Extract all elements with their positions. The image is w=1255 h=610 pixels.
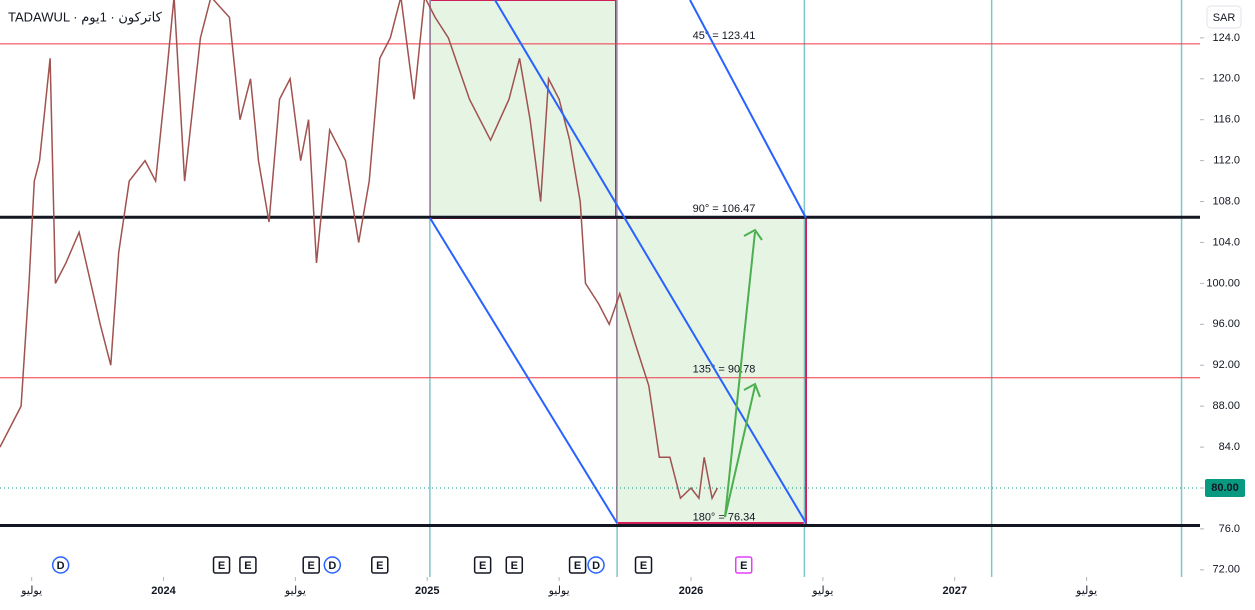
arrow [724,228,763,518]
x-tick-label: 2027 [942,585,966,597]
event-badge [239,556,257,574]
event-label: D [328,560,336,572]
y-tick-label: 88.00 [1212,400,1240,412]
level-label: 45° = 123.41 [693,30,756,42]
event-label: E [511,560,518,572]
arrow [724,382,761,518]
event-marker[interactable]: D [323,556,342,574]
event-marker[interactable]: E [371,556,389,574]
y-tick-label: 124.0 [1212,32,1240,44]
event-marker[interactable]: E [568,556,587,574]
event-badge [473,556,492,574]
trend-line [429,217,618,524]
event-marker[interactable]: E [239,556,257,574]
event-badge [51,556,70,574]
current-price-badge [1205,478,1245,497]
event-badge [568,556,587,574]
y-tick-label: 116.0 [1213,114,1240,126]
price-axis [1200,0,1255,605]
chart-title: TADAWUL · كاتركون · 1يوم [8,9,163,25]
gann-box [616,217,807,524]
y-tick-label: 72.00 [1212,564,1240,576]
event-badge [634,556,653,574]
event-marker[interactable]: D [51,556,70,574]
x-tick-label: يوليو [284,585,306,597]
event-marker[interactable]: E [302,556,320,574]
event-label: D [592,560,600,572]
event-label: E [218,560,225,572]
y-tick-label: 96.00 [1212,318,1240,330]
event-badge [371,556,389,574]
event-label: E [574,560,581,572]
event-label: E [740,560,747,572]
event-marker[interactable]: E [212,556,231,574]
current-price-label: 80.00 [1211,482,1239,494]
drawings [429,0,807,524]
event-marker[interactable]: E [734,556,753,574]
trend-line [494,0,807,524]
y-tick-label: 112.0 [1213,155,1240,167]
event-badge [302,556,320,574]
grid [0,0,1200,577]
x-tick-label: 2025 [415,585,439,597]
currency-button[interactable] [1206,5,1242,29]
event-marker[interactable]: D [587,556,605,574]
event-label: E [376,560,383,572]
gann-box [429,0,617,219]
y-tick-label: 100.00 [1206,277,1240,289]
event-label: E [640,560,647,572]
event-label: E [308,560,315,572]
event-marker[interactable]: E [473,556,492,574]
level-label: 135° = 90.78 [693,364,756,376]
x-tick-label: 2026 [679,585,703,597]
event-marker[interactable]: E [505,556,524,574]
plot: 45° = 123.41 90° = 106.47 135° = 90.78 180°… [0,0,756,574]
event-badge [505,556,524,574]
event-label: E [479,560,486,572]
level-label: 90° = 106.47 [693,203,756,215]
x-tick-label: يوليو [1075,585,1097,597]
event-badge [212,556,231,574]
y-tick-label: 108.0 [1212,195,1240,207]
y-tick-label: 84.0 [1219,441,1240,453]
trend-line [689,0,807,219]
level-label: 180° = 76.34 [693,511,756,523]
event-marker[interactable]: E [634,556,653,574]
event-badge [587,556,605,574]
event-label: D [57,560,65,572]
event-badge [323,556,342,574]
x-tick-label: 2024 [151,585,176,597]
currency: SAR [1213,12,1236,24]
x-tick-label: يوليو [548,585,570,597]
arrows [724,228,763,518]
price-line [0,0,719,501]
event-badge [734,556,753,574]
y-tick-label: 104.0 [1212,236,1240,248]
y-tick-label: 92.00 [1212,359,1240,371]
x-tick-label: يوليو [811,585,833,597]
axes: 72.0076.080.084.088.0092.0096.00100.0010… [20,32,1245,597]
event-label: E [244,560,251,572]
y-tick-label: 120.0 [1212,73,1240,85]
trend-lines [429,0,807,524]
x-tick-label: يوليو [20,585,42,597]
y-tick-label: 76.0 [1219,523,1240,535]
